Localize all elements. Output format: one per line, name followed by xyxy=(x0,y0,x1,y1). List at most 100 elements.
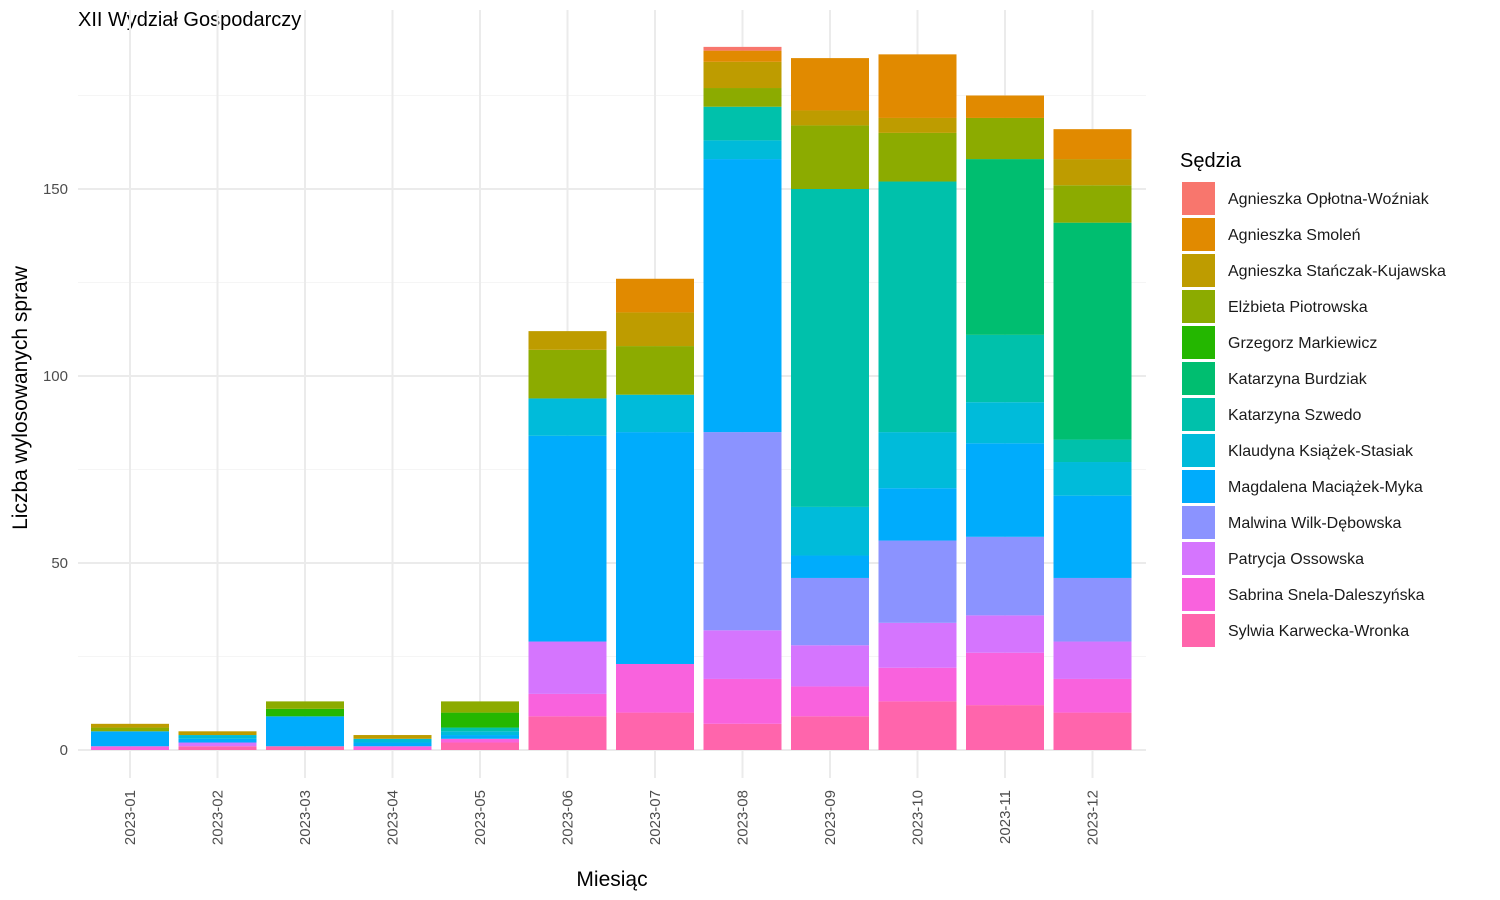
bar-segment xyxy=(441,742,519,750)
bar-segment xyxy=(616,346,694,395)
legend-swatch xyxy=(1182,398,1215,431)
legend-swatch xyxy=(1182,254,1215,287)
x-tick-label: 2023-12 xyxy=(1085,790,1102,845)
legend-label: Agnieszka Smoleń xyxy=(1228,227,1361,244)
bar-segment xyxy=(966,159,1044,335)
bar-segment xyxy=(441,727,519,732)
bar-segment xyxy=(966,117,1044,160)
bar-segment xyxy=(178,735,257,739)
legend-item: Elżbieta Piotrowska xyxy=(1182,290,1368,323)
legend-label: Katarzyna Burdziak xyxy=(1228,371,1368,388)
bar-segment xyxy=(703,46,782,51)
legend-item: Katarzyna Szwedo xyxy=(1182,398,1362,431)
bar-segment xyxy=(791,577,869,646)
legend-label: Sylwia Karwecka-Wronka xyxy=(1228,623,1409,640)
bar-segment xyxy=(1053,577,1132,642)
bar-segment xyxy=(703,140,782,160)
bar-segment xyxy=(616,432,694,664)
legend-item: Magdalena Maciążek-Myka xyxy=(1182,470,1423,503)
bar-segment xyxy=(616,394,694,433)
x-tick-label: 2023-03 xyxy=(297,790,314,845)
bar-segment xyxy=(791,58,869,111)
bar-segment xyxy=(266,746,344,750)
bar-segment xyxy=(266,708,344,717)
bar-segment xyxy=(791,125,869,189)
legend-swatch xyxy=(1182,614,1215,647)
legend-label: Elżbieta Piotrowska xyxy=(1228,299,1368,316)
x-tick-label: 2023-07 xyxy=(647,790,664,845)
legend-label: Katarzyna Szwedo xyxy=(1228,407,1362,424)
legend-label: Malwina Wilk-Dębowska xyxy=(1228,515,1401,532)
legend-swatch xyxy=(1182,506,1215,539)
bar-segment xyxy=(878,117,957,133)
legend-swatch xyxy=(1182,362,1215,395)
legend-item: Patrycja Ossowska xyxy=(1182,542,1364,575)
bar-segment xyxy=(966,334,1044,403)
y-tick-label: 150 xyxy=(43,181,68,198)
bar-segment xyxy=(878,622,957,668)
legend-item: Sabrina Snela-Daleszyńska xyxy=(1182,578,1425,611)
x-tick-label: 2023-09 xyxy=(822,790,839,845)
bar-segment xyxy=(703,678,782,724)
legend-swatch xyxy=(1182,182,1215,215)
bar-segment xyxy=(703,159,782,433)
bar-segment xyxy=(703,432,782,631)
bar-segment xyxy=(178,746,257,750)
bar-segment xyxy=(266,701,344,709)
x-tick-label: 2023-11 xyxy=(997,790,1014,844)
bar-segment xyxy=(791,110,869,126)
bar-segment xyxy=(441,731,519,736)
legend-swatch xyxy=(1182,434,1215,467)
bar-segment xyxy=(703,106,782,141)
x-tick-label: 2023-10 xyxy=(910,790,927,845)
x-tick-label: 2023-01 xyxy=(122,790,139,845)
x-axis-title: Miesiąc xyxy=(576,868,647,891)
bar-segment xyxy=(266,716,344,747)
bar-segment xyxy=(703,723,782,750)
bar-segment xyxy=(353,746,432,750)
legend-swatch xyxy=(1182,326,1215,359)
bar-segment xyxy=(878,181,957,433)
bar-segment xyxy=(791,555,869,578)
legend-item: Klaudyna Książek-Stasiak xyxy=(1182,434,1414,467)
bar-segment xyxy=(878,540,957,623)
bar-segment xyxy=(616,312,694,347)
bar-segment xyxy=(1053,159,1132,186)
bar-segment xyxy=(1053,495,1132,578)
bar-segment xyxy=(703,630,782,679)
bar-segment xyxy=(878,54,957,118)
bar-segment xyxy=(878,701,957,750)
bar-segment xyxy=(178,742,257,747)
bar-segment xyxy=(91,727,169,732)
bar-segment xyxy=(791,686,869,717)
legend-label: Agnieszka Opłotna-Woźniak xyxy=(1228,191,1430,208)
bar-segment xyxy=(1053,462,1132,496)
legend-label: Grzegorz Markiewicz xyxy=(1228,335,1377,352)
legend-label: Magdalena Maciążek-Myka xyxy=(1228,479,1423,496)
bar-segment xyxy=(528,693,607,717)
bar-segment xyxy=(791,189,869,507)
bar-segment xyxy=(966,95,1044,118)
legend-swatch xyxy=(1182,470,1215,503)
bar-segment xyxy=(528,331,607,350)
bar-segment xyxy=(966,443,1044,537)
bar-segment xyxy=(616,663,694,713)
bar-segment xyxy=(878,667,957,702)
bar-segment xyxy=(441,738,519,743)
x-tick-label: 2023-02 xyxy=(210,790,227,845)
bar-segment xyxy=(441,701,519,713)
bar-segment xyxy=(791,645,869,687)
bar-segment xyxy=(1053,185,1132,223)
legend-item: Agnieszka Stańczak-Kujawska xyxy=(1182,254,1446,287)
legend-item: Grzegorz Markiewicz xyxy=(1182,326,1377,359)
bar-segment xyxy=(1053,712,1132,750)
legend-swatch xyxy=(1182,218,1215,251)
legend-title: Sędzia xyxy=(1180,150,1242,172)
legend-swatch xyxy=(1182,542,1215,575)
legend-item: Agnieszka Opłotna-Woźniak xyxy=(1182,182,1430,215)
legend-swatch xyxy=(1182,290,1215,323)
bar-segment xyxy=(616,712,694,750)
bar-segment xyxy=(528,349,607,399)
legend-label: Klaudyna Książek-Stasiak xyxy=(1228,443,1414,460)
